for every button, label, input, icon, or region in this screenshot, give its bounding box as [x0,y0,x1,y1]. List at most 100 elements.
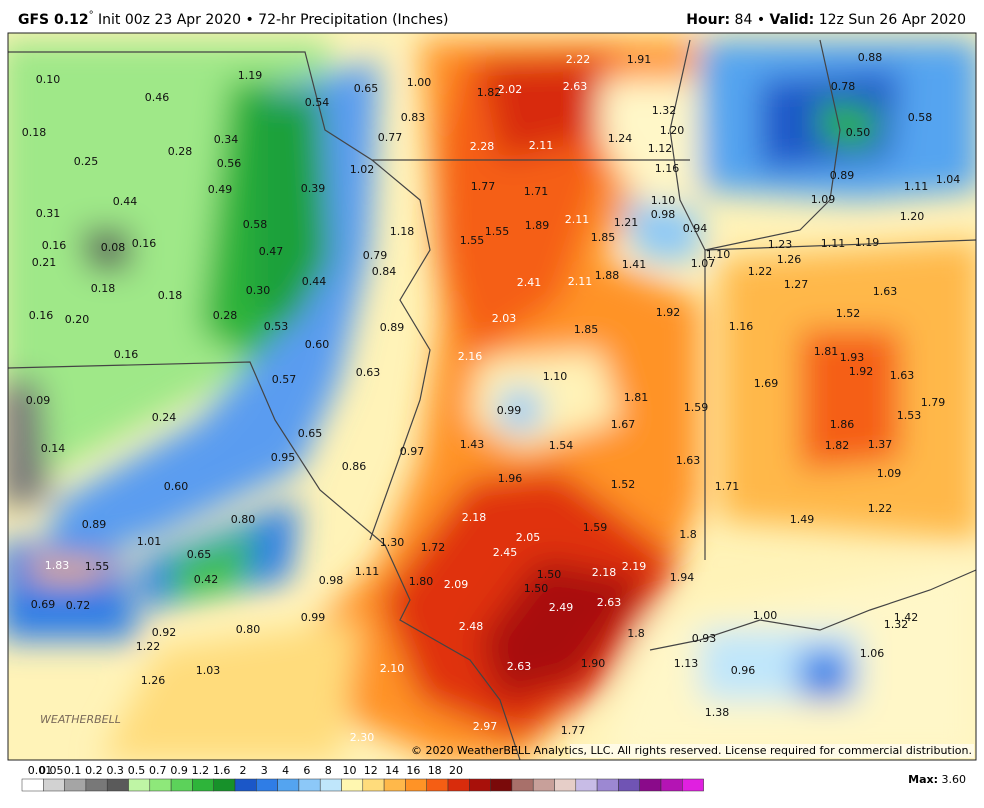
value-label: 1.32 [884,618,909,631]
value-label: 0.10 [36,73,61,86]
legend-swatch [43,778,65,792]
value-label: 1.06 [860,647,885,660]
value-label: 1.93 [840,351,865,364]
legend-swatch [490,778,513,792]
value-label: 1.41 [622,258,647,271]
value-label: 0.96 [731,664,756,677]
value-label: 1.13 [674,657,699,670]
value-label: 0.99 [301,611,326,624]
value-label: 1.02 [350,163,375,176]
value-label: 0.80 [236,623,261,636]
value-label: 1.83 [45,559,70,572]
value-label: 1.42 [894,611,919,624]
value-label: 1.85 [591,231,616,244]
value-label: 1.59 [684,401,709,414]
value-label: 1.30 [380,536,405,549]
value-label: 1.19 [238,69,263,82]
legend: 0.010.05 0.1 0.2 0.3 0.5 0.7 0.9 1.2 1.6 2 3 4 6 8 10 1… [21,764,704,792]
value-label: 1.21 [614,216,639,229]
legend-swatch [511,778,534,792]
value-label: 0.16 [42,239,67,252]
value-label: 0.89 [82,518,107,531]
header-right: Hour: 84 • Valid: 12z Sun 26 Apr 2020 [686,12,966,28]
legend-label: 14 [385,764,399,777]
value-label: 0.69 [31,598,56,611]
legend-swatch [618,778,640,792]
value-label: 0.46 [145,91,170,104]
value-label: 0.65 [187,548,212,561]
legend-swatch [298,778,321,792]
legend-label: 3 [261,764,268,777]
value-label: 1.11 [904,180,929,193]
legend-label: 8 [325,764,332,777]
value-label: 0.65 [298,427,323,440]
legend-swatch [85,778,108,792]
value-label: 1.43 [460,438,485,451]
value-label: 0.42 [194,573,219,586]
value-label: 2.11 [568,275,593,288]
legend-label: 10 [343,764,357,777]
value-label: 2.97 [473,720,498,733]
value-label: 0.80 [231,513,256,526]
value-label: 2.45 [493,546,518,559]
legend-swatch [660,778,683,792]
legend-label: 0.05 [39,764,64,777]
value-label: 1.27 [784,278,809,291]
value-label: 0.78 [831,80,856,93]
value-label: 1.10 [706,248,731,261]
value-label: 1.8 [627,627,645,640]
value-label: 1.77 [471,180,496,193]
legend-swatch [596,778,619,792]
value-label: 1.37 [868,438,893,451]
value-label: 1.52 [611,478,636,491]
value-label: 1.52 [836,307,861,320]
value-label: 1.11 [821,237,846,250]
value-label: 1.53 [897,409,922,422]
value-label: 1.07 [691,257,716,270]
legend-swatch [341,778,364,792]
legend-swatch [128,778,151,792]
value-label: 0.79 [363,249,388,262]
max: Max: 3.60 [908,773,966,786]
legend-swatch [21,778,44,792]
value-label: 0.47 [259,245,284,258]
legend-label: 4 [282,764,289,777]
value-label: 0.88 [858,51,883,64]
value-label: 0.30 [246,284,271,297]
value-label: 1.92 [656,306,681,319]
value-label: 1.55 [460,234,485,247]
value-label: 1.03 [196,664,221,677]
value-label: 0.44 [113,195,138,208]
value-label: 1.20 [900,210,925,223]
value-label: 2.03 [492,312,517,325]
precip-field [8,33,976,760]
legend-label: 0.1 [64,764,82,777]
value-label: 0.56 [217,157,242,170]
value-label: 1.01 [137,535,162,548]
legend-swatch [554,778,577,792]
value-label: 2.02 [498,83,523,96]
value-label: 0.31 [36,207,61,220]
value-label: 1.12 [648,142,673,155]
value-label: 1.09 [877,467,902,480]
value-label: 1.63 [676,454,701,467]
value-label: 0.83 [401,111,426,124]
value-labels: 0.10 1.190.46 0.540.65 1.002.22 1.91 0.881.82… [22,51,961,744]
value-label: 1.50 [537,568,562,581]
value-label: 1.59 [583,521,608,534]
legend-swatch [192,778,214,792]
legend-label: 0.5 [128,764,146,777]
legend-swatch [469,778,491,792]
legend-swatch [639,778,662,792]
legend-swatch [170,778,193,792]
value-label: 2.28 [470,140,495,153]
value-label: 0.93 [692,632,717,645]
value-label: 2.11 [565,213,590,226]
value-label: 1.55 [85,560,110,573]
value-label: 1.82 [477,86,502,99]
value-label: 0.86 [342,460,367,473]
value-label: 1.77 [561,724,586,737]
value-label: 0.94 [683,222,708,235]
value-label: 1.38 [705,706,730,719]
value-label: 1.22 [136,640,161,653]
